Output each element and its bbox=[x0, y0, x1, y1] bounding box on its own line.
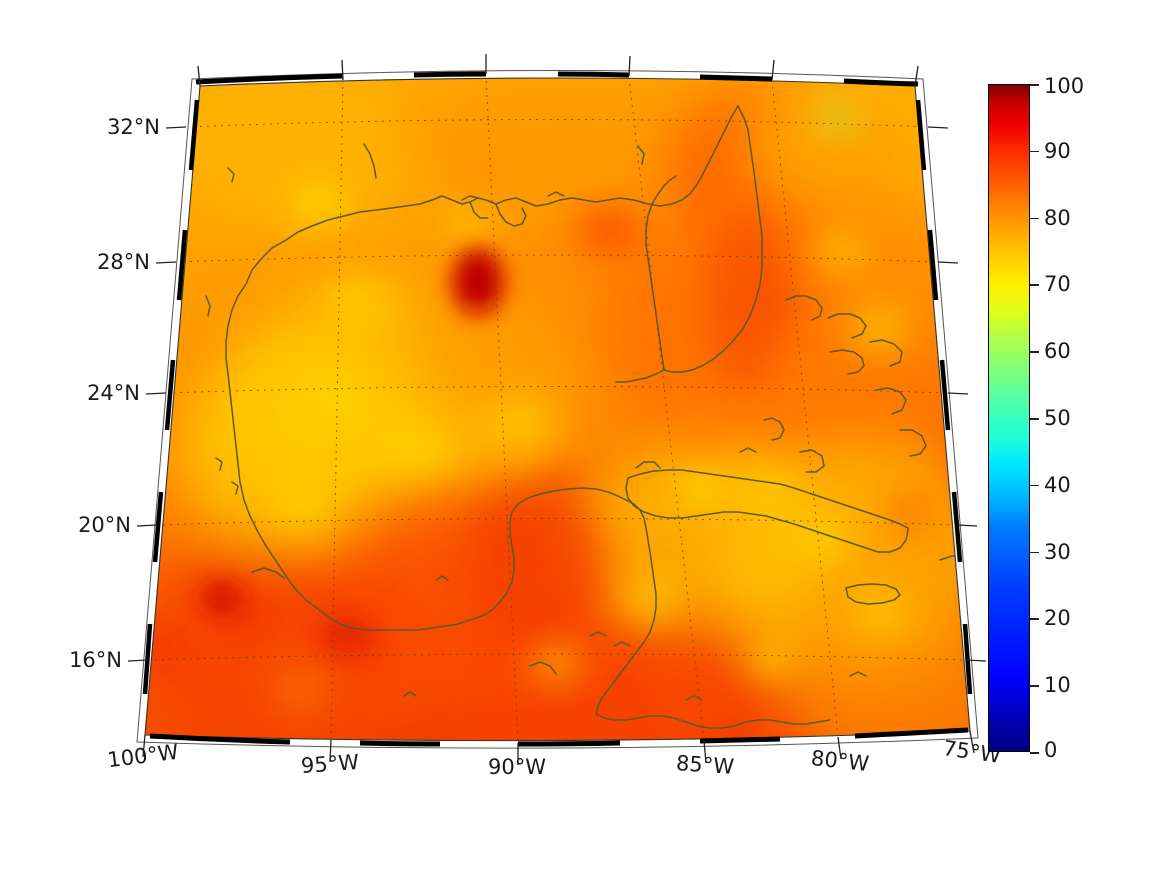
lat-tick-label-16n: 16°N bbox=[69, 648, 122, 672]
colorbar-tick-60 bbox=[1030, 351, 1039, 353]
frame-left-segments bbox=[142, 99, 200, 695]
colorbar: 100 90 80 70 60 50 40 30 20 10 0 bbox=[988, 74, 1084, 762]
colorbar-label-90: 90 bbox=[1044, 138, 1071, 163]
colorbar-tick-30 bbox=[1030, 551, 1039, 554]
colorbar-label-30: 30 bbox=[1044, 539, 1071, 564]
lat-tick-label-24n: 24°N bbox=[87, 381, 140, 405]
colorbar-label-100: 100 bbox=[1044, 74, 1085, 98]
map-svg bbox=[127, 54, 987, 765]
colorbar-tick-70 bbox=[1030, 284, 1039, 286]
colorbar-tick-10 bbox=[1030, 685, 1039, 687]
colorbar-label-10: 10 bbox=[1044, 673, 1071, 698]
colorbar-label-50: 50 bbox=[1044, 406, 1071, 430]
lat-tick-label-32n: 32°N bbox=[107, 115, 160, 139]
colorbar-tick-90 bbox=[1030, 150, 1039, 153]
colorbar-label-70: 70 bbox=[1044, 272, 1071, 297]
frame-right-segments bbox=[915, 99, 973, 695]
cool-patch-northeast bbox=[802, 94, 870, 142]
map-frame bbox=[127, 54, 987, 765]
map-panel: 32°N 28°N 24°N 20°N 16°N 100°W 95°W 90°W… bbox=[69, 54, 1002, 779]
colorbar-tick-20 bbox=[1030, 618, 1039, 620]
lon-tick-label-90w: 90°W bbox=[488, 755, 546, 779]
colorbar-label-40: 40 bbox=[1044, 472, 1071, 497]
lat-tick-label-20n: 20°N bbox=[78, 513, 131, 537]
lat-tick-label-28n: 28°N bbox=[97, 250, 150, 274]
land-thermal-tint bbox=[180, 210, 787, 741]
colorbar-tick-40 bbox=[1030, 484, 1039, 487]
colorbar-label-20: 20 bbox=[1044, 606, 1071, 631]
hotspot-north-gulf bbox=[452, 248, 504, 316]
frame-ticks bbox=[127, 54, 987, 765]
colorbar-label-0: 0 bbox=[1044, 738, 1058, 762]
hotspot-southern-mexico bbox=[200, 580, 244, 616]
heatmap-field bbox=[145, 78, 970, 741]
colorbar-tick-80 bbox=[1030, 217, 1039, 220]
colorbar-tick-100 bbox=[1030, 84, 1039, 86]
frame-bottom-segments bbox=[149, 727, 969, 747]
frame-top-segments bbox=[195, 71, 919, 87]
colorbar-label-60: 60 bbox=[1044, 339, 1071, 364]
colorbar-gradient bbox=[988, 84, 1030, 752]
colorbar-tick-50 bbox=[1030, 418, 1039, 420]
colorbar-tick-0 bbox=[1030, 752, 1039, 754]
colorbar-label-80: 80 bbox=[1044, 205, 1071, 230]
